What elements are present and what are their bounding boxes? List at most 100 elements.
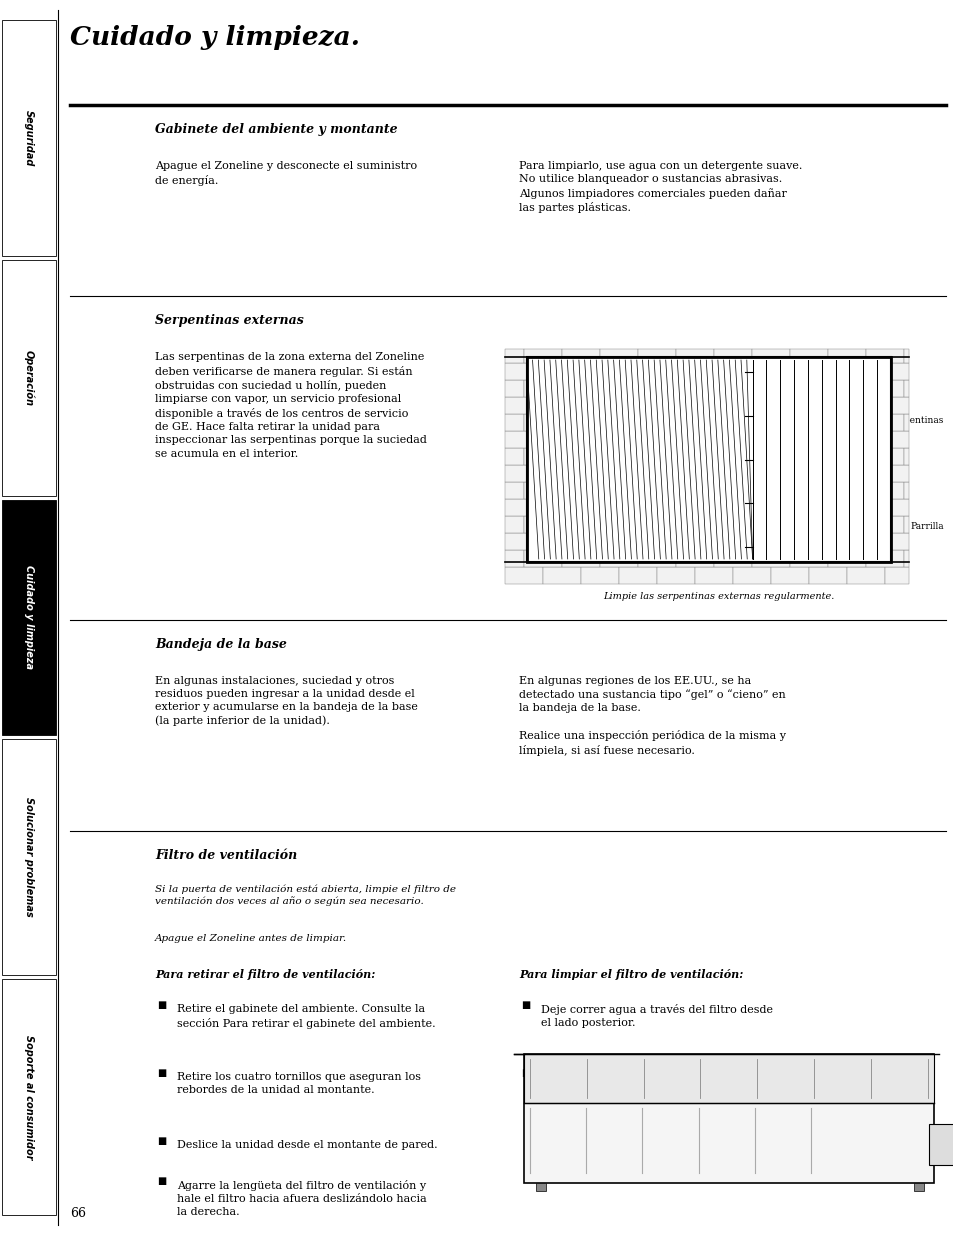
Bar (883, 534, 908, 550)
Bar (902, 350, 908, 363)
Bar (618, 567, 656, 584)
Bar (713, 550, 751, 567)
Bar (656, 499, 694, 516)
Bar (656, 567, 694, 584)
Bar (675, 516, 713, 534)
Bar (561, 482, 599, 499)
Bar (846, 534, 883, 550)
Bar (618, 499, 656, 516)
Bar (504, 534, 542, 550)
Text: 66: 66 (70, 1207, 86, 1220)
Bar (694, 499, 732, 516)
Bar (536, 1183, 545, 1191)
Bar (846, 567, 883, 584)
Text: Apague el Zoneline antes de limpiar.: Apague el Zoneline antes de limpiar. (154, 934, 347, 944)
Text: Serpentinas: Serpentinas (750, 416, 943, 429)
Bar (599, 516, 638, 534)
Bar (638, 448, 675, 466)
Text: Seguridad: Seguridad (24, 110, 34, 165)
Bar (713, 414, 751, 431)
Bar (2, 500, 56, 735)
Bar (846, 466, 883, 482)
Bar (504, 396, 542, 414)
Bar (732, 363, 770, 380)
Bar (542, 499, 580, 516)
Bar (675, 482, 713, 499)
Bar (732, 396, 770, 414)
Bar (580, 431, 618, 448)
Text: Para retirar el filtro de ventilación:: Para retirar el filtro de ventilación: (154, 969, 375, 981)
Bar (599, 550, 638, 567)
Bar (694, 567, 732, 584)
Bar (789, 516, 827, 534)
Bar (883, 567, 908, 584)
Bar (504, 567, 542, 584)
Bar (599, 350, 638, 363)
Bar (523, 350, 561, 363)
Text: Para limpiar el filtro de ventilación:: Para limpiar el filtro de ventilación: (518, 969, 742, 981)
Bar (561, 516, 599, 534)
Text: ■: ■ (520, 1002, 530, 1010)
Text: Si la puerta de ventilación está abierta, limpie el filtro de
ventilación dos ve: Si la puerta de ventilación está abierta… (154, 884, 456, 906)
Bar (504, 380, 523, 396)
Bar (789, 482, 827, 499)
Bar (656, 431, 694, 448)
Bar (865, 350, 902, 363)
Bar (883, 431, 908, 448)
Bar (846, 363, 883, 380)
Text: Solucionar problemas: Solucionar problemas (24, 798, 34, 918)
Bar (599, 380, 638, 396)
Bar (2, 259, 56, 495)
Text: ■: ■ (520, 1070, 530, 1078)
Bar (865, 482, 902, 499)
Bar (902, 550, 908, 567)
Text: Bandeja de la base: Bandeja de la base (154, 638, 287, 651)
Bar (694, 396, 732, 414)
Bar (523, 482, 561, 499)
Bar (865, 550, 902, 567)
Bar (713, 350, 751, 363)
Bar (808, 499, 846, 516)
Bar (827, 448, 865, 466)
Bar (902, 414, 908, 431)
Bar (523, 516, 561, 534)
Bar (523, 1053, 933, 1183)
Bar (770, 534, 808, 550)
Bar (846, 431, 883, 448)
Bar (523, 550, 561, 567)
Bar (2, 979, 56, 1215)
Bar (675, 350, 713, 363)
Bar (827, 350, 865, 363)
Bar (789, 350, 827, 363)
Bar (561, 550, 599, 567)
Text: Limpie las serpentinas externas regularmente.: Limpie las serpentinas externas regularm… (602, 592, 834, 601)
Bar (618, 534, 656, 550)
Text: Soporte al consumidor: Soporte al consumidor (24, 1035, 34, 1160)
Bar (694, 431, 732, 448)
Text: Apague el Zoneline y desconecte el suministro
de energía.: Apague el Zoneline y desconecte el sumin… (154, 161, 416, 185)
Bar (732, 534, 770, 550)
Bar (770, 396, 808, 414)
Bar (638, 414, 675, 431)
Bar (732, 499, 770, 516)
Bar (580, 466, 618, 482)
Bar (827, 550, 865, 567)
Text: Filtro de ventilación: Filtro de ventilación (154, 848, 297, 862)
Bar (526, 357, 890, 562)
Bar (789, 550, 827, 567)
Text: Serpentinas externas: Serpentinas externas (154, 314, 303, 327)
Bar (902, 380, 908, 396)
Bar (865, 380, 902, 396)
Bar (770, 363, 808, 380)
Bar (523, 1053, 933, 1103)
Bar (656, 363, 694, 380)
Text: Parrilla: Parrilla (760, 521, 943, 531)
Bar (580, 396, 618, 414)
Bar (542, 396, 580, 414)
Text: En algunas instalaciones, suciedad y otros
residuos pueden ingresar a la unidad : En algunas instalaciones, suciedad y otr… (154, 676, 417, 726)
Text: Las serpentinas de la zona externa del Zoneline
deben verificarse de manera regu: Las serpentinas de la zona externa del Z… (154, 352, 426, 458)
Bar (827, 380, 865, 396)
Bar (580, 363, 618, 380)
Bar (656, 466, 694, 482)
Bar (789, 448, 827, 466)
